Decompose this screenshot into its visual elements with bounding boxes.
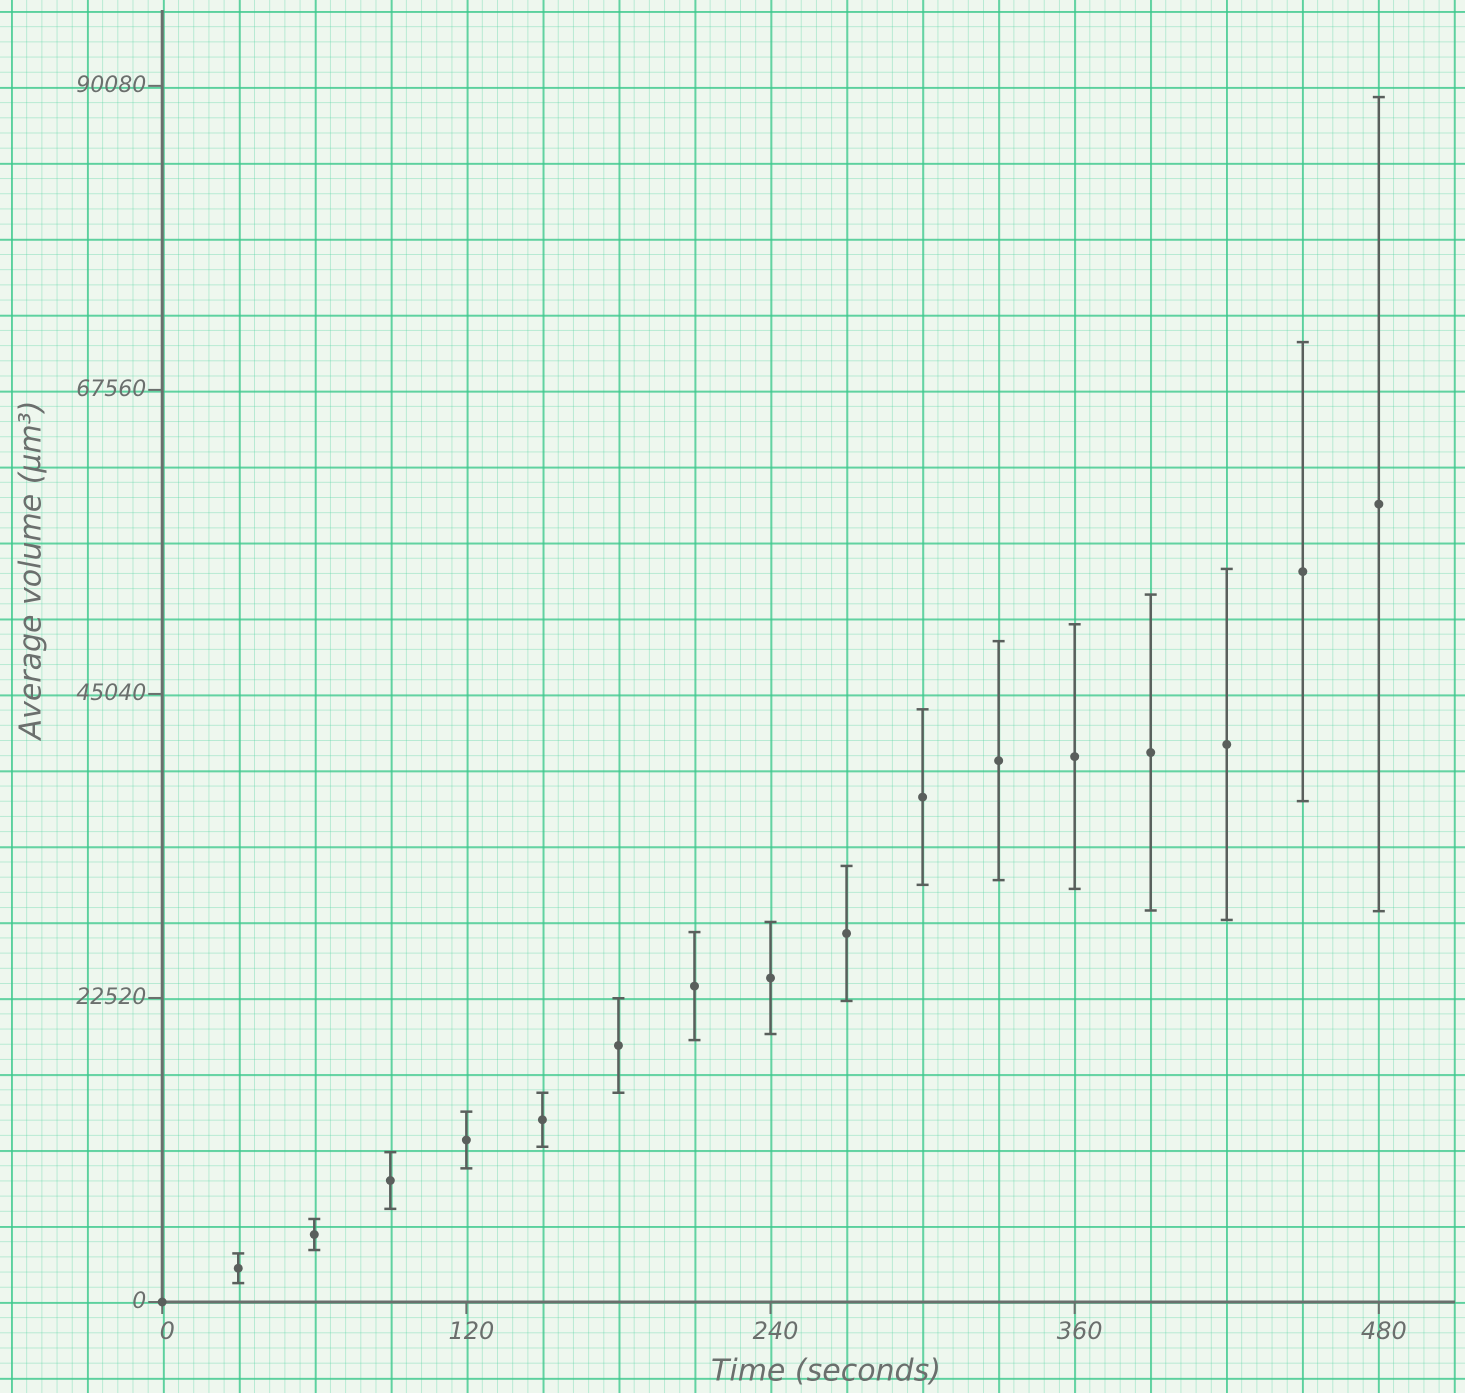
data-point <box>157 1297 167 1307</box>
data-point <box>1374 499 1384 509</box>
y-tick-label: 90080 <box>76 73 146 98</box>
y-tick-label: 67560 <box>76 377 146 402</box>
data-point <box>842 928 852 938</box>
x-axis-label: Time (seconds) <box>711 1354 941 1389</box>
x-tick-label: 480 <box>1361 1317 1407 1345</box>
y-axis-label: Average volume (µm³) <box>14 401 49 742</box>
data-point <box>766 973 776 983</box>
data-point <box>537 1115 547 1125</box>
data-point <box>461 1135 471 1145</box>
data-point <box>1222 739 1232 749</box>
data-point <box>689 981 699 991</box>
data-point <box>1146 748 1156 758</box>
y-tick-label: 22520 <box>76 985 146 1010</box>
x-tick-label: 240 <box>753 1317 799 1345</box>
y-tick-label: 45040 <box>76 681 146 706</box>
data-point <box>1070 752 1080 762</box>
x-tick-label: 360 <box>1057 1317 1103 1345</box>
data-point <box>613 1040 623 1050</box>
data-point <box>233 1263 243 1273</box>
data-point <box>385 1175 395 1185</box>
data-point <box>1298 567 1308 577</box>
data-point <box>918 792 928 802</box>
data-point <box>309 1230 319 1240</box>
y-tick-label: 0 <box>132 1289 146 1314</box>
x-tick-label: 120 <box>448 1317 494 1345</box>
x-tick-label: 0 <box>160 1317 175 1345</box>
data-point <box>994 756 1004 766</box>
